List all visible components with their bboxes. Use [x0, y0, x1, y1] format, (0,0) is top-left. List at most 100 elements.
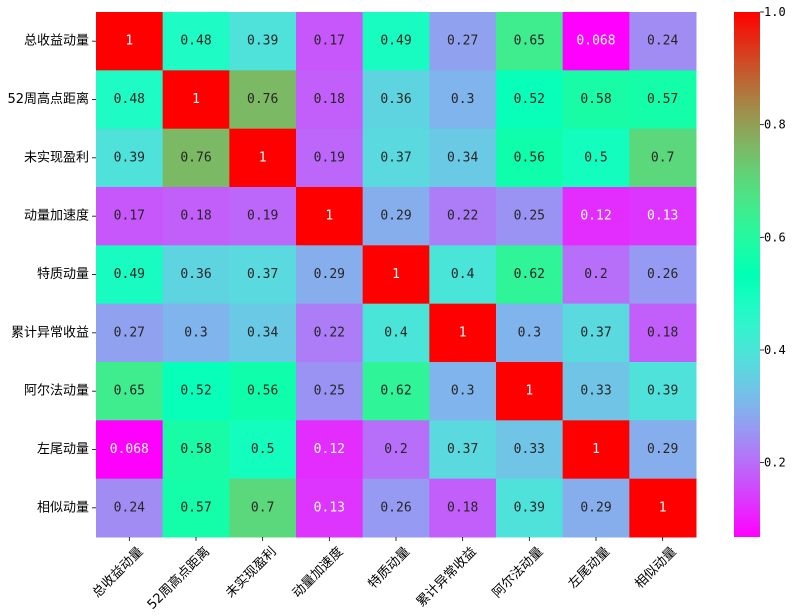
- heatmap-cell: [362, 362, 430, 421]
- row-label: 动量加速度: [24, 208, 89, 224]
- heatmap-cell: [496, 245, 564, 305]
- cell-value-label: 1: [659, 500, 667, 515]
- heatmap-cells: 1 0.48 0.39 0.17 0.49 0.27 0.65 0.068 0.24 0.48 1 0…: [96, 12, 697, 538]
- cell-value-label: 0.22: [447, 209, 478, 224]
- cell-value-label: 0.48: [114, 92, 145, 107]
- cell-value-label: 0.49: [114, 267, 145, 282]
- heatmap-cell: [296, 420, 364, 480]
- cell-value-label: 0.18: [180, 209, 211, 224]
- heatmap-cell: [229, 420, 297, 480]
- heatmap-cell: [362, 187, 430, 246]
- cell-value-label: 0.57: [180, 500, 211, 515]
- cell-value-label: 0.29: [314, 267, 345, 282]
- cell-value-label: 0.068: [576, 34, 615, 49]
- heatmap-cell: [229, 478, 297, 538]
- cell-value-label: 0.3: [518, 325, 541, 340]
- cell-value-label: 0.24: [647, 34, 678, 49]
- column-label: 阿尔法动量: [490, 544, 547, 601]
- heatmap-cell: [162, 478, 230, 538]
- heatmap-cell: [362, 128, 430, 188]
- cell-value-label: 0.33: [580, 384, 611, 399]
- heatmap-cell: [96, 420, 164, 480]
- cell-value-label: 1: [459, 325, 467, 340]
- heatmap-cell: [96, 128, 164, 188]
- heatmap-cell: [296, 128, 364, 188]
- heatmap-cell: [496, 128, 564, 188]
- cell-value-label: 0.49: [380, 34, 411, 49]
- heatmap-cell: [562, 12, 630, 71]
- cell-value-label: 0.27: [114, 325, 145, 340]
- cell-value-label: 1: [592, 442, 600, 457]
- cell-value-label: 0.17: [314, 34, 345, 49]
- heatmap-cell: [629, 362, 697, 421]
- cell-value-label: 0.3: [451, 384, 474, 399]
- cell-value-label: 0.22: [314, 325, 345, 340]
- cell-value-label: 0.58: [580, 92, 611, 107]
- cell-value-label: 0.13: [647, 209, 678, 224]
- row-label: 未实现盈利: [24, 150, 89, 165]
- cell-value-label: 0.52: [180, 384, 211, 399]
- heatmap-cell: [96, 12, 164, 71]
- cell-value-label: 0.29: [647, 442, 678, 457]
- cell-value-label: 0.37: [380, 150, 411, 165]
- cell-value-label: 0.65: [514, 34, 545, 49]
- cell-value-label: 0.39: [247, 34, 278, 49]
- heatmap-cell: [362, 70, 430, 130]
- row-labels: 总收益动量 52周高点距离未实现盈利动量加速度特质动量累计异常收益阿尔法动量左尾动…: [7, 34, 96, 515]
- heatmap-cell: [562, 187, 630, 246]
- heatmap-cell: [162, 70, 230, 130]
- cell-value-label: 0.48: [180, 34, 211, 49]
- heatmap-cell: [362, 478, 430, 538]
- row-label: 52周高点距离: [7, 91, 89, 107]
- row-label: 累计异常收益: [11, 325, 89, 340]
- heatmap-cell: [629, 128, 697, 188]
- cell-value-label: 0.62: [380, 384, 411, 399]
- heatmap-cell: [496, 303, 564, 363]
- cell-value-label: 0.4: [451, 267, 475, 282]
- heatmap-cell: [562, 128, 630, 188]
- cell-value-label: 1: [259, 150, 267, 165]
- colorbar-tick-label: 1.0: [764, 5, 786, 19]
- heatmap-cell: [429, 12, 497, 71]
- heatmap-cell: [162, 362, 230, 421]
- heatmap-cell: [362, 245, 430, 305]
- heatmap-cell: [296, 245, 364, 305]
- cell-value-label: 0.19: [314, 150, 345, 165]
- cell-value-label: 1: [325, 209, 333, 224]
- cell-value-label: 0.29: [580, 500, 611, 515]
- heatmap-cell: [229, 70, 297, 130]
- heatmap-cell: [96, 303, 164, 363]
- cell-value-label: 0.24: [114, 500, 145, 515]
- cell-value-label: 1: [125, 34, 133, 49]
- row-label: 阿尔法动量: [24, 384, 89, 399]
- row-label: 左尾动量: [37, 442, 89, 457]
- cell-value-label: 0.37: [580, 325, 611, 340]
- cell-value-label: 0.7: [651, 150, 674, 165]
- cell-value-label: 0.26: [647, 267, 678, 282]
- heatmap-cell: [429, 420, 497, 480]
- heatmap-cell: [562, 245, 630, 305]
- cell-value-label: 1: [525, 384, 533, 399]
- cell-value-label: 0.56: [514, 150, 545, 165]
- heatmap-cell: [629, 478, 697, 538]
- heatmap-cell: [296, 362, 364, 421]
- row-label: 相似动量: [37, 500, 89, 515]
- heatmap-cell: [496, 362, 564, 421]
- cell-value-label: 0.34: [247, 325, 278, 340]
- colorbar-tick-label: 0.8: [764, 118, 786, 132]
- column-label: 总收益动量: [90, 544, 147, 601]
- cell-value-label: 0.2: [584, 267, 607, 282]
- heatmap-cell: [296, 478, 364, 538]
- heatmap-cell: [629, 303, 697, 363]
- cell-value-label: 0.34: [447, 150, 478, 165]
- row-label: 特质动量: [37, 267, 89, 282]
- column-label: 相似动量: [632, 544, 679, 591]
- cell-value-label: 0.58: [180, 442, 211, 457]
- cell-value-label: 0.25: [314, 384, 345, 399]
- heatmap-cell: [96, 362, 164, 421]
- cell-value-label: 0.39: [514, 500, 545, 515]
- cell-value-label: 0.18: [314, 92, 345, 107]
- cell-value-label: 0.39: [114, 150, 145, 165]
- heatmap-cell: [429, 128, 497, 188]
